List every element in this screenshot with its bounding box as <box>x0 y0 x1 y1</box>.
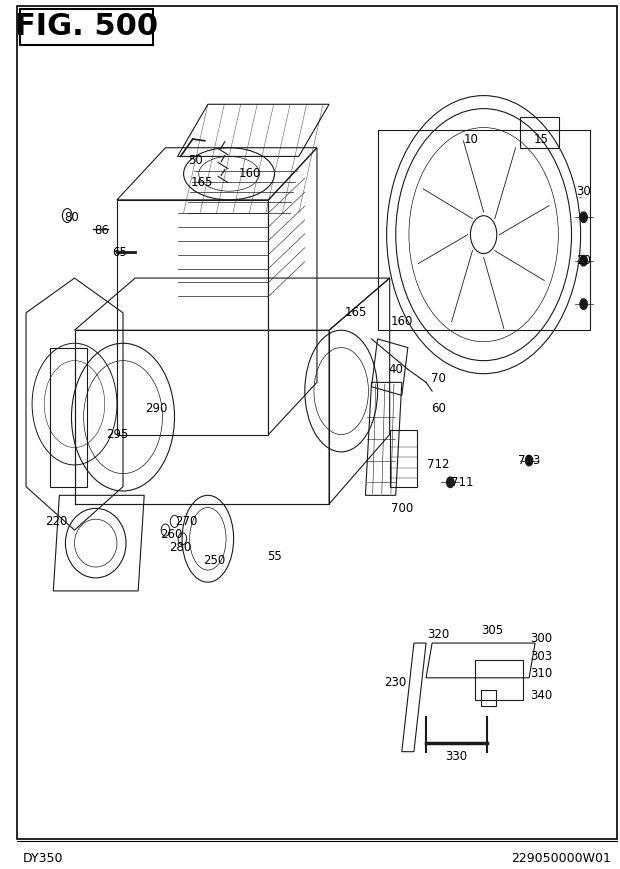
Text: 260: 260 <box>161 528 183 541</box>
Text: 15: 15 <box>534 133 549 145</box>
Text: 165: 165 <box>345 307 368 319</box>
Text: 290: 290 <box>145 402 167 415</box>
Circle shape <box>525 455 533 466</box>
Bar <box>520 117 559 148</box>
Text: 20: 20 <box>576 255 591 267</box>
Circle shape <box>580 299 587 309</box>
Text: 55: 55 <box>267 550 282 562</box>
Text: 712: 712 <box>427 459 450 471</box>
Text: 86: 86 <box>94 224 109 236</box>
Text: 70: 70 <box>431 372 446 384</box>
Bar <box>474 660 523 700</box>
Text: 60: 60 <box>431 402 446 415</box>
Text: 160: 160 <box>239 168 262 180</box>
Text: 229050000W01: 229050000W01 <box>511 852 611 865</box>
Text: 310: 310 <box>530 667 552 680</box>
Text: 330: 330 <box>445 750 467 762</box>
Text: 280: 280 <box>169 541 192 554</box>
Text: 303: 303 <box>530 650 552 662</box>
Text: 65: 65 <box>113 246 127 258</box>
Text: FIG. 500: FIG. 500 <box>15 12 158 42</box>
Text: 711: 711 <box>451 476 474 488</box>
Text: DY350: DY350 <box>23 852 63 865</box>
Text: 700: 700 <box>391 502 413 514</box>
Bar <box>20 9 153 45</box>
Text: 10: 10 <box>464 133 479 145</box>
Text: 80: 80 <box>64 211 79 223</box>
Bar <box>390 430 417 487</box>
Text: 305: 305 <box>482 624 504 636</box>
Text: 230: 230 <box>384 676 407 688</box>
Circle shape <box>580 212 587 222</box>
Circle shape <box>446 477 454 488</box>
Text: 250: 250 <box>203 554 225 567</box>
Text: 220: 220 <box>45 515 68 527</box>
Text: 320: 320 <box>427 628 450 640</box>
Bar <box>480 690 496 706</box>
Text: 165: 165 <box>190 176 213 189</box>
Text: 270: 270 <box>175 515 198 527</box>
Text: 713: 713 <box>518 454 540 467</box>
Text: 340: 340 <box>530 689 552 701</box>
Text: 300: 300 <box>530 633 552 645</box>
Text: 295: 295 <box>106 428 128 441</box>
Text: 160: 160 <box>391 315 413 328</box>
Text: 30: 30 <box>576 185 591 197</box>
Text: 40: 40 <box>388 363 403 375</box>
Circle shape <box>580 255 587 266</box>
Text: 50: 50 <box>188 155 203 167</box>
